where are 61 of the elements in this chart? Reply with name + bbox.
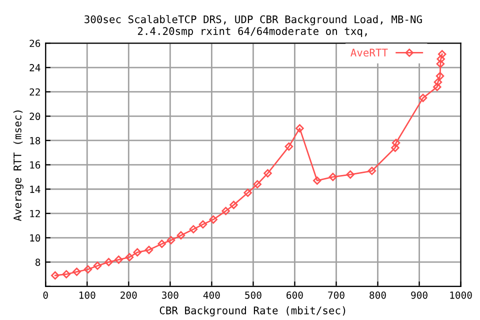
y-tick-label: 26 bbox=[30, 40, 40, 48]
point bbox=[253, 180, 262, 188]
y-tick-label: 14 bbox=[30, 186, 40, 193]
point bbox=[244, 188, 252, 197]
point bbox=[198, 220, 208, 229]
point bbox=[392, 138, 400, 148]
point bbox=[93, 262, 102, 270]
y-tick-label: 18 bbox=[30, 136, 40, 144]
y-tick-label: 22 bbox=[30, 88, 40, 96]
y-tick-label: 8 bbox=[36, 258, 40, 266]
point bbox=[84, 265, 92, 274]
x-tick-label: 700 bbox=[328, 291, 344, 299]
x-tick-label: 900 bbox=[411, 291, 428, 299]
x-tick-label: 800 bbox=[370, 291, 386, 299]
x-tick-label: 600 bbox=[286, 291, 303, 299]
y-tick-label: 10 bbox=[30, 234, 40, 242]
point bbox=[438, 50, 446, 58]
x-tick-label: 1000 bbox=[450, 291, 472, 299]
x-tick-label: 200 bbox=[120, 291, 137, 299]
x-tick-label: 400 bbox=[203, 291, 220, 299]
y-tick-label: 20 bbox=[30, 112, 40, 120]
point bbox=[346, 170, 354, 179]
point bbox=[72, 268, 81, 276]
point bbox=[125, 253, 134, 262]
point bbox=[368, 166, 376, 176]
point bbox=[62, 270, 70, 278]
point bbox=[209, 215, 218, 224]
y-tick-label: 12 bbox=[30, 210, 40, 218]
point bbox=[176, 231, 186, 240]
point bbox=[328, 172, 338, 182]
x-tick-label: 0 bbox=[43, 291, 48, 299]
point bbox=[313, 176, 322, 185]
y-axis-title: Average RTT (msec) bbox=[13, 110, 24, 222]
point bbox=[230, 200, 238, 210]
legend-label: AveRTT bbox=[350, 48, 388, 57]
point bbox=[436, 54, 446, 64]
point bbox=[296, 124, 304, 132]
x-tick-label: 500 bbox=[245, 291, 262, 299]
point bbox=[418, 94, 428, 102]
point bbox=[166, 236, 176, 244]
point bbox=[189, 225, 198, 234]
x-axis-title: CBR Background Rate (mbit/sec) bbox=[160, 306, 346, 316]
point bbox=[436, 60, 445, 68]
point bbox=[114, 256, 123, 264]
point bbox=[51, 271, 60, 280]
point bbox=[434, 78, 442, 86]
x-tick-label: 100 bbox=[80, 291, 96, 299]
point bbox=[144, 246, 154, 254]
point bbox=[104, 258, 113, 266]
point bbox=[133, 248, 142, 256]
point bbox=[158, 240, 166, 248]
y-tick-label: 24 bbox=[30, 64, 40, 72]
chart-title: 300sec ScalableTCP DRS, UDP CBR Background Load, MB-NG 2.4.20smp rxint 64/64moderate on txq, bbox=[84, 15, 422, 38]
y-tick-label: 16 bbox=[30, 161, 40, 169]
x-tick-label: 300 bbox=[162, 291, 178, 299]
point bbox=[391, 144, 400, 152]
point bbox=[433, 82, 442, 92]
point bbox=[264, 169, 272, 178]
point bbox=[436, 72, 444, 80]
point bbox=[284, 142, 294, 151]
point bbox=[222, 206, 230, 216]
